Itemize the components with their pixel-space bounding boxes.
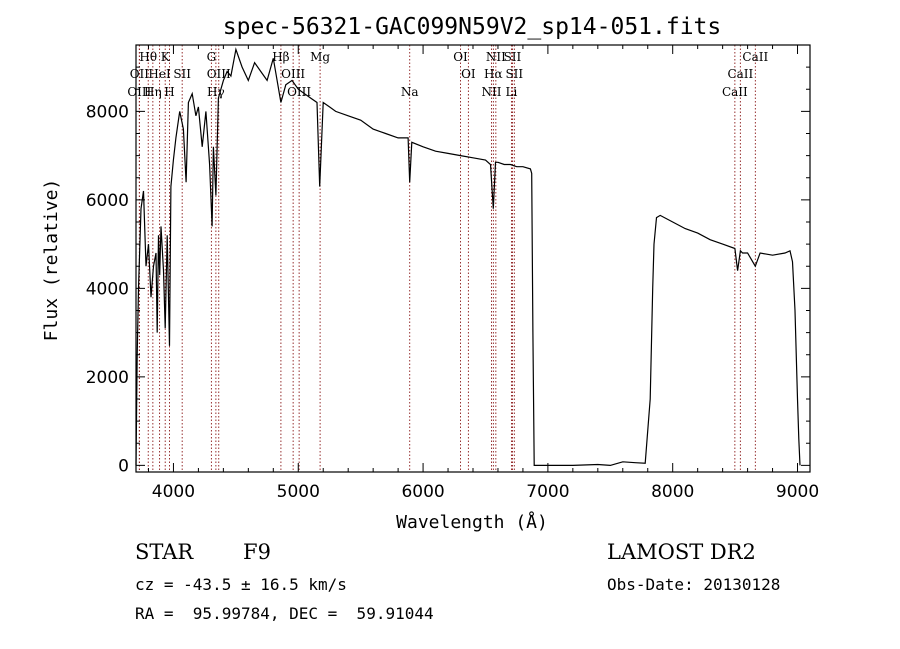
x-tick-label: 9000 (776, 482, 819, 502)
spectral-line-label: OIII (281, 67, 305, 81)
x-tick-label: 8000 (651, 482, 694, 502)
spectral-line-label: OI (453, 50, 468, 64)
spectral-line-label: CaII (727, 67, 753, 81)
spectral-line-label: CaII (742, 50, 768, 64)
y-tick-label: 8000 (86, 102, 129, 122)
spectral-line-label: H (164, 85, 174, 99)
spectral-line-label: Na (401, 85, 419, 99)
spectral-line-markers (138, 45, 756, 472)
spectral-line-label: OIII (287, 85, 311, 99)
spectral-line-label: Hα (484, 67, 503, 81)
spectral-line-label: SII (505, 67, 523, 81)
object-class: STAR (135, 540, 194, 564)
y-axis-label: Flux (relative) (41, 179, 62, 342)
spectral-line-label: SII (504, 50, 522, 64)
flux-series-line (135, 47, 801, 467)
coordinates: RA = 95.99784, DEC = 59.91044 (135, 604, 434, 623)
y-tick-label: 2000 (86, 368, 129, 388)
spectral-line-label: Hθ (139, 50, 157, 64)
survey-name: LAMOST DR2 (607, 540, 756, 564)
spectral-line-label: Hγ (207, 85, 225, 99)
spectral-line-label: Hβ (272, 50, 289, 64)
spectral-line-label: Li (506, 85, 518, 99)
observation-date: Obs-Date: 20130128 (607, 575, 781, 594)
spectral-line-label: OIII (127, 85, 151, 99)
x-axis-ticks: 4000 5000 6000 7000 8000 9000 (147, 45, 819, 502)
spectral-line-label: SII (173, 67, 191, 81)
spectral-line-label: OII (130, 67, 150, 81)
spectral-line-label: K (161, 50, 171, 64)
spectral-line-label: CaII (722, 85, 748, 99)
spectral-line-label: OI (461, 67, 476, 81)
x-tick-label: 7000 (526, 482, 569, 502)
spectral-line-label: NII (481, 85, 501, 99)
spectral-line-label: OIII (207, 67, 231, 81)
spectral-line-label: HeI (148, 67, 171, 81)
x-tick-label: 5000 (277, 482, 320, 502)
spectral-line-label: G (207, 50, 217, 64)
spectral-line-label: Mg (310, 50, 330, 64)
chart-title: spec-56321-GAC099N59V2_sp14-051.fits (223, 14, 722, 40)
x-tick-label: 4000 (152, 482, 195, 502)
spectral-line-label: NII (486, 50, 506, 64)
y-tick-label: 0 (118, 456, 129, 476)
y-tick-label: 4000 (86, 279, 129, 299)
redshift-velocity: cz = -43.5 ± 16.5 km/s (135, 575, 347, 594)
plot-frame (135, 44, 811, 473)
spectral-line-label: Hη (144, 85, 162, 99)
x-tick-label: 6000 (401, 482, 444, 502)
x-axis-label: Wavelength (Å) (396, 511, 548, 533)
y-tick-label: 6000 (86, 191, 129, 211)
object-subclass: F9 (243, 540, 271, 564)
y-axis-ticks: 0 2000 4000 6000 8000 (86, 66, 810, 476)
